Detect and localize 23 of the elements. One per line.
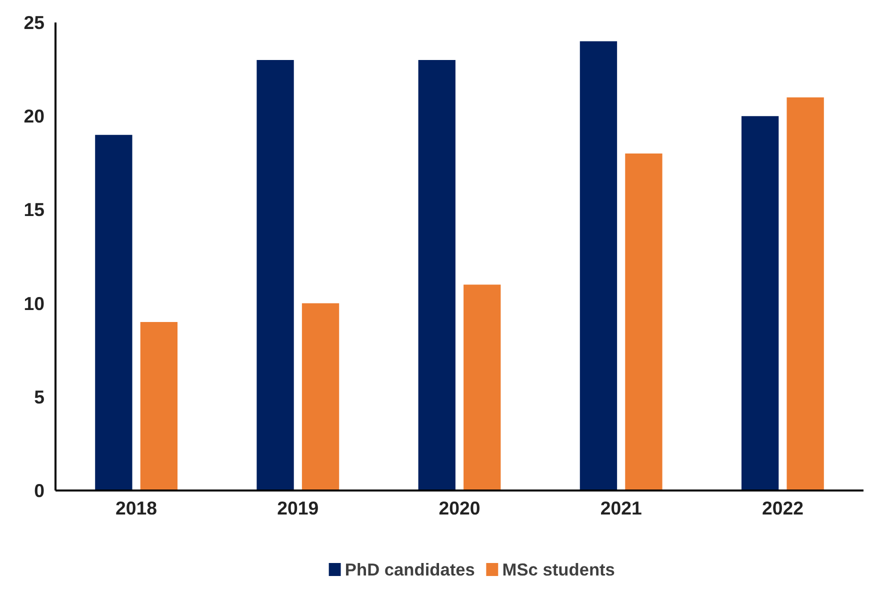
- y-tick-label: 20: [24, 106, 45, 127]
- legend-label: PhD candidates: [344, 560, 475, 580]
- y-tick-label: 0: [34, 480, 45, 501]
- bar: [256, 60, 294, 490]
- y-tick-label: 10: [24, 292, 45, 314]
- x-tick-label: 2022: [762, 498, 804, 518]
- legend-label: MSc students: [502, 560, 615, 580]
- x-tick-label: 2021: [600, 498, 642, 518]
- bar: [95, 134, 132, 490]
- x-tick-label: 2018: [116, 498, 158, 518]
- bar: [418, 60, 456, 490]
- bar: [580, 41, 618, 490]
- bar: [625, 154, 662, 490]
- bar: [464, 284, 501, 490]
- bar: [741, 116, 779, 490]
- y-tick-label: 15: [24, 199, 45, 220]
- bar: [786, 97, 824, 490]
- x-tick-label: 2019: [277, 498, 319, 518]
- x-tick-label: 2020: [438, 498, 480, 518]
- bar: [302, 303, 340, 490]
- y-tick-label: 25: [24, 12, 45, 33]
- y-tick-label: 5: [34, 386, 45, 408]
- bar: [140, 322, 178, 490]
